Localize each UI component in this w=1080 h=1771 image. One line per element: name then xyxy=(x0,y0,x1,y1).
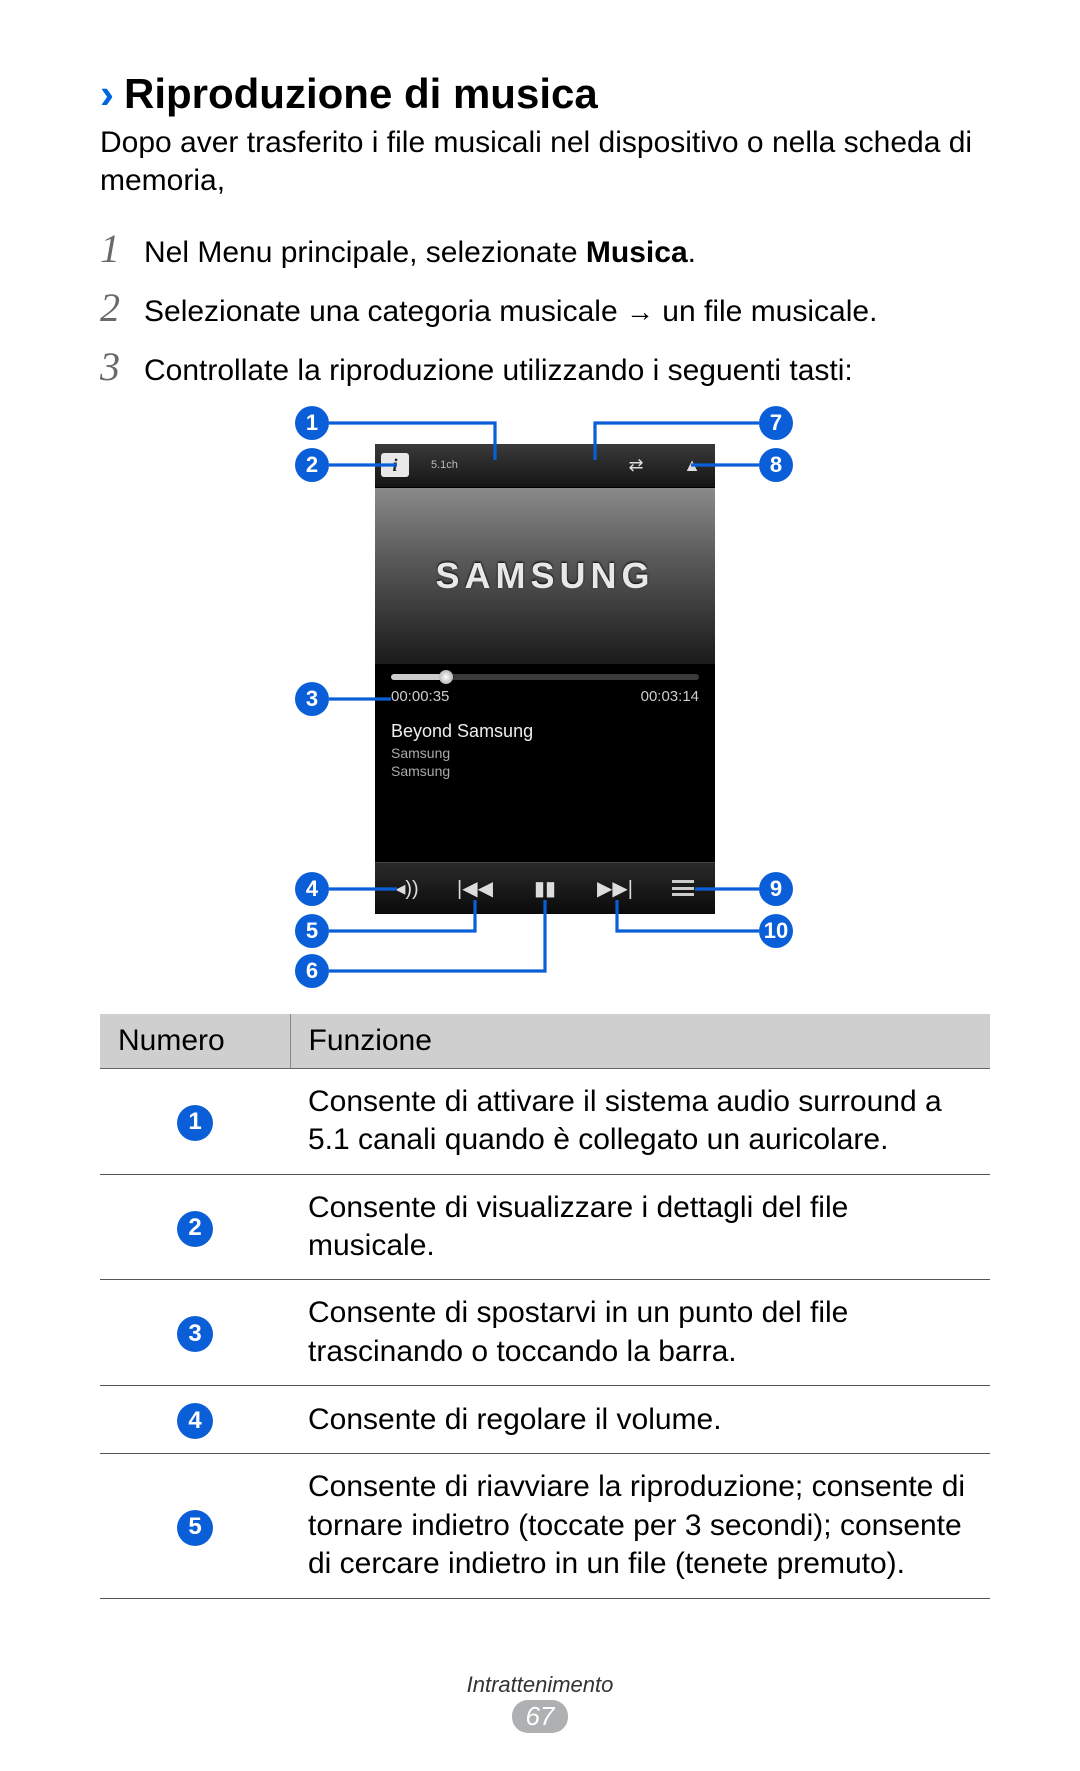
row-badge: 2 xyxy=(177,1211,213,1247)
arrow-icon: → xyxy=(626,296,654,327)
row-text: Consente di visualizzare i dettagli del … xyxy=(290,1174,990,1280)
footer-section: Intrattenimento xyxy=(0,1672,1080,1698)
row-badge: 4 xyxy=(177,1403,213,1439)
callout-10: 10 xyxy=(759,914,793,948)
step-item: 1 Nel Menu principale, selezionate Music… xyxy=(100,229,990,272)
col-numero: Numero xyxy=(100,1014,290,1069)
step-number: 2 xyxy=(100,288,144,328)
section-title-text: Riproduzione di musica xyxy=(124,70,598,118)
step-list: 1 Nel Menu principale, selezionate Music… xyxy=(100,229,990,390)
step-text: Controllate la riproduzione utilizzando … xyxy=(144,347,853,390)
step-text: Selezionate una categoria musicale → un … xyxy=(144,288,877,331)
table-row: 4 Consente di regolare il volume. xyxy=(100,1386,990,1454)
callout-6: 6 xyxy=(295,954,329,988)
page-number: 67 xyxy=(512,1700,569,1733)
callout-1: 1 xyxy=(295,406,329,440)
intro-paragraph: Dopo aver trasferito i file musicali nel… xyxy=(100,124,990,201)
step-item: 2 Selezionate una categoria musicale → u… xyxy=(100,288,990,331)
table-row: 1 Consente di attivare il sistema audio … xyxy=(100,1068,990,1174)
player-diagram: 1 2 3 4 5 6 7 8 9 10 xyxy=(225,406,865,986)
table-row: 5 Consente di riavviare la riproduzione;… xyxy=(100,1454,990,1598)
row-badge: 3 xyxy=(177,1316,213,1352)
callout-3: 3 xyxy=(295,682,329,716)
chevron-icon: › xyxy=(100,70,114,118)
callout-7: 7 xyxy=(759,406,793,440)
row-badge: 5 xyxy=(177,1510,213,1546)
step-number: 3 xyxy=(100,347,144,387)
row-text: Consente di spostarvi in un punto del fi… xyxy=(290,1280,990,1386)
row-badge: 1 xyxy=(177,1105,213,1141)
callout-2: 2 xyxy=(295,448,329,482)
function-table: Numero Funzione 1 Consente di attivare i… xyxy=(100,1014,990,1599)
step-number: 1 xyxy=(100,229,144,269)
callout-4: 4 xyxy=(295,872,329,906)
callout-8: 8 xyxy=(759,448,793,482)
step-item: 3 Controllate la riproduzione utilizzand… xyxy=(100,347,990,390)
callout-5: 5 xyxy=(295,914,329,948)
table-row: 2 Consente di visualizzare i dettagli de… xyxy=(100,1174,990,1280)
row-text: Consente di riavviare la riproduzione; c… xyxy=(290,1454,990,1598)
row-text: Consente di attivare il sistema audio su… xyxy=(290,1068,990,1174)
col-funzione: Funzione xyxy=(290,1014,990,1069)
callout-9: 9 xyxy=(759,872,793,906)
row-text: Consente di regolare il volume. xyxy=(290,1386,990,1454)
section-heading: › Riproduzione di musica xyxy=(100,70,990,118)
page-footer: Intrattenimento 67 xyxy=(0,1672,1080,1733)
table-row: 3 Consente di spostarvi in un punto del … xyxy=(100,1280,990,1386)
step-text: Nel Menu principale, selezionate Musica. xyxy=(144,229,696,272)
